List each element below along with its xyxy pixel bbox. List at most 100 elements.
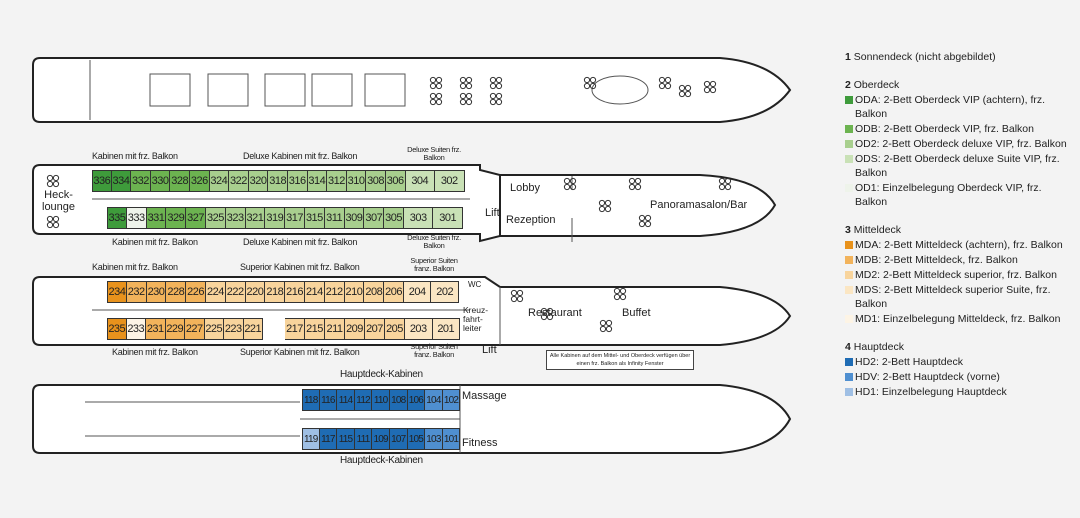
cabin-316[interactable]: 316 [287, 170, 308, 192]
cabin-304[interactable]: 304 [405, 170, 435, 192]
cabin-109[interactable]: 109 [372, 428, 390, 450]
cabin-226[interactable]: 226 [186, 281, 206, 303]
cabin-102[interactable]: 102 [442, 389, 461, 411]
cabin-101[interactable]: 101 [442, 428, 461, 450]
cabin-301[interactable]: 301 [433, 207, 463, 229]
cabin-331[interactable]: 331 [146, 207, 167, 229]
cabin-318[interactable]: 318 [268, 170, 288, 192]
cabin-229[interactable]: 229 [165, 318, 185, 340]
legend-swatch [845, 256, 853, 264]
cabin-111[interactable]: 111 [354, 428, 373, 450]
cabin-215[interactable]: 215 [305, 318, 325, 340]
label-hauptdeck-kabinen: Hauptdeck-Kabinen [340, 455, 423, 466]
cabin-303[interactable]: 303 [403, 207, 434, 229]
legend-swatch [845, 388, 853, 396]
cabin-309[interactable]: 309 [344, 207, 365, 229]
cabin-108[interactable]: 108 [389, 389, 408, 411]
cabin-302[interactable]: 302 [435, 170, 465, 192]
cabin-306[interactable]: 306 [385, 170, 406, 192]
cabin-305[interactable]: 305 [384, 207, 404, 229]
cabin-307[interactable]: 307 [364, 207, 385, 229]
legend-deck-number: 4 [845, 341, 854, 353]
cabin-323[interactable]: 323 [225, 207, 246, 229]
cabin-329[interactable]: 329 [166, 207, 187, 229]
cabin-116[interactable]: 116 [319, 389, 338, 411]
cabin-119[interactable]: 119 [302, 428, 320, 450]
cabin-327[interactable]: 327 [186, 207, 206, 229]
cabin-314[interactable]: 314 [307, 170, 328, 192]
cabin-211[interactable]: 211 [325, 318, 345, 340]
legend-text: MDB: 2-Bett Mitteldeck, frz. Balkon [855, 254, 1018, 266]
cabin-217[interactable]: 217 [285, 318, 305, 340]
cabin-334[interactable]: 334 [111, 170, 132, 192]
cabin-103[interactable]: 103 [425, 428, 443, 450]
legend-item-odb: ODB: 2-Bett Oberdeck VIP, frz. Balkon [845, 122, 1075, 136]
cabin-206[interactable]: 206 [384, 281, 404, 303]
cabin-330[interactable]: 330 [150, 170, 171, 192]
cabin-222[interactable]: 222 [225, 281, 246, 303]
cabin-115[interactable]: 115 [337, 428, 355, 450]
cabin-317[interactable]: 317 [285, 207, 305, 229]
cabin-321[interactable]: 321 [245, 207, 266, 229]
cabin-205[interactable]: 205 [385, 318, 405, 340]
cabin-218[interactable]: 218 [265, 281, 286, 303]
cabin-221[interactable]: 221 [243, 318, 263, 340]
cabin-104[interactable]: 104 [425, 389, 443, 411]
cabin-312[interactable]: 312 [327, 170, 347, 192]
table-icon [489, 76, 503, 90]
legend-item-hd1: HD1: Einzelbelegung Hauptdeck [845, 385, 1075, 399]
cabin-328[interactable]: 328 [170, 170, 190, 192]
cabin-325[interactable]: 325 [205, 207, 226, 229]
cabin-107[interactable]: 107 [389, 428, 408, 450]
cabin-110[interactable]: 110 [372, 389, 390, 411]
cabin-203[interactable]: 203 [405, 318, 433, 340]
cabin-118[interactable]: 118 [302, 389, 320, 411]
cabin-227[interactable]: 227 [185, 318, 205, 340]
cabin-117[interactable]: 117 [319, 428, 338, 450]
cabin-326[interactable]: 326 [189, 170, 210, 192]
cabin-315[interactable]: 315 [304, 207, 325, 229]
legend-deck-title: Sonnendeck (nicht abgebildet) [853, 51, 996, 63]
legend-item-mds: MDS: 2-Bett Mitteldeck superior Suite, f… [845, 283, 1075, 311]
cabin-228[interactable]: 228 [166, 281, 187, 303]
cabin-336[interactable]: 336 [92, 170, 112, 192]
cabin-209[interactable]: 209 [345, 318, 365, 340]
cabin-333[interactable]: 333 [126, 207, 147, 229]
cabin-310[interactable]: 310 [346, 170, 367, 192]
cabin-201[interactable]: 201 [432, 318, 460, 340]
cabin-335[interactable]: 335 [107, 207, 127, 229]
cabin-332[interactable]: 332 [131, 170, 151, 192]
cabin-202[interactable]: 202 [431, 281, 459, 303]
cabin-225[interactable]: 225 [204, 318, 224, 340]
cabin-208[interactable]: 208 [364, 281, 385, 303]
cabin-319[interactable]: 319 [265, 207, 286, 229]
cabin-234[interactable]: 234 [107, 281, 127, 303]
cabin-322[interactable]: 322 [229, 170, 249, 192]
cabin-320[interactable]: 320 [248, 170, 269, 192]
cabin-224[interactable]: 224 [205, 281, 226, 303]
cabin-106[interactable]: 106 [407, 389, 426, 411]
room-wc: WC [468, 280, 482, 289]
cabin-207[interactable]: 207 [365, 318, 385, 340]
cabin-233[interactable]: 233 [126, 318, 146, 340]
cabin-235[interactable]: 235 [107, 318, 127, 340]
cabin-223[interactable]: 223 [224, 318, 244, 340]
cabin-114[interactable]: 114 [337, 389, 355, 411]
cabin-212[interactable]: 212 [324, 281, 345, 303]
cabin-204[interactable]: 204 [403, 281, 432, 303]
cabin-216[interactable]: 216 [285, 281, 305, 303]
cabin-230[interactable]: 230 [146, 281, 167, 303]
cabin-324[interactable]: 324 [209, 170, 230, 192]
oberdeck-cabins-port: 335 333 331 329 327 325 323 321 319 317 315 311 309 3… [107, 207, 463, 229]
cabin-232[interactable]: 232 [126, 281, 147, 303]
cabin-231[interactable]: 231 [146, 318, 166, 340]
room-fitness: Fitness [462, 437, 498, 449]
cabin-112[interactable]: 112 [354, 389, 373, 411]
legend-text: MD1: Einzelbelegung Mitteldeck, frz. Bal… [855, 313, 1061, 325]
cabin-210[interactable]: 210 [344, 281, 365, 303]
cabin-220[interactable]: 220 [245, 281, 266, 303]
cabin-308[interactable]: 308 [366, 170, 386, 192]
cabin-214[interactable]: 214 [304, 281, 325, 303]
cabin-105[interactable]: 105 [407, 428, 426, 450]
cabin-311[interactable]: 311 [324, 207, 345, 229]
